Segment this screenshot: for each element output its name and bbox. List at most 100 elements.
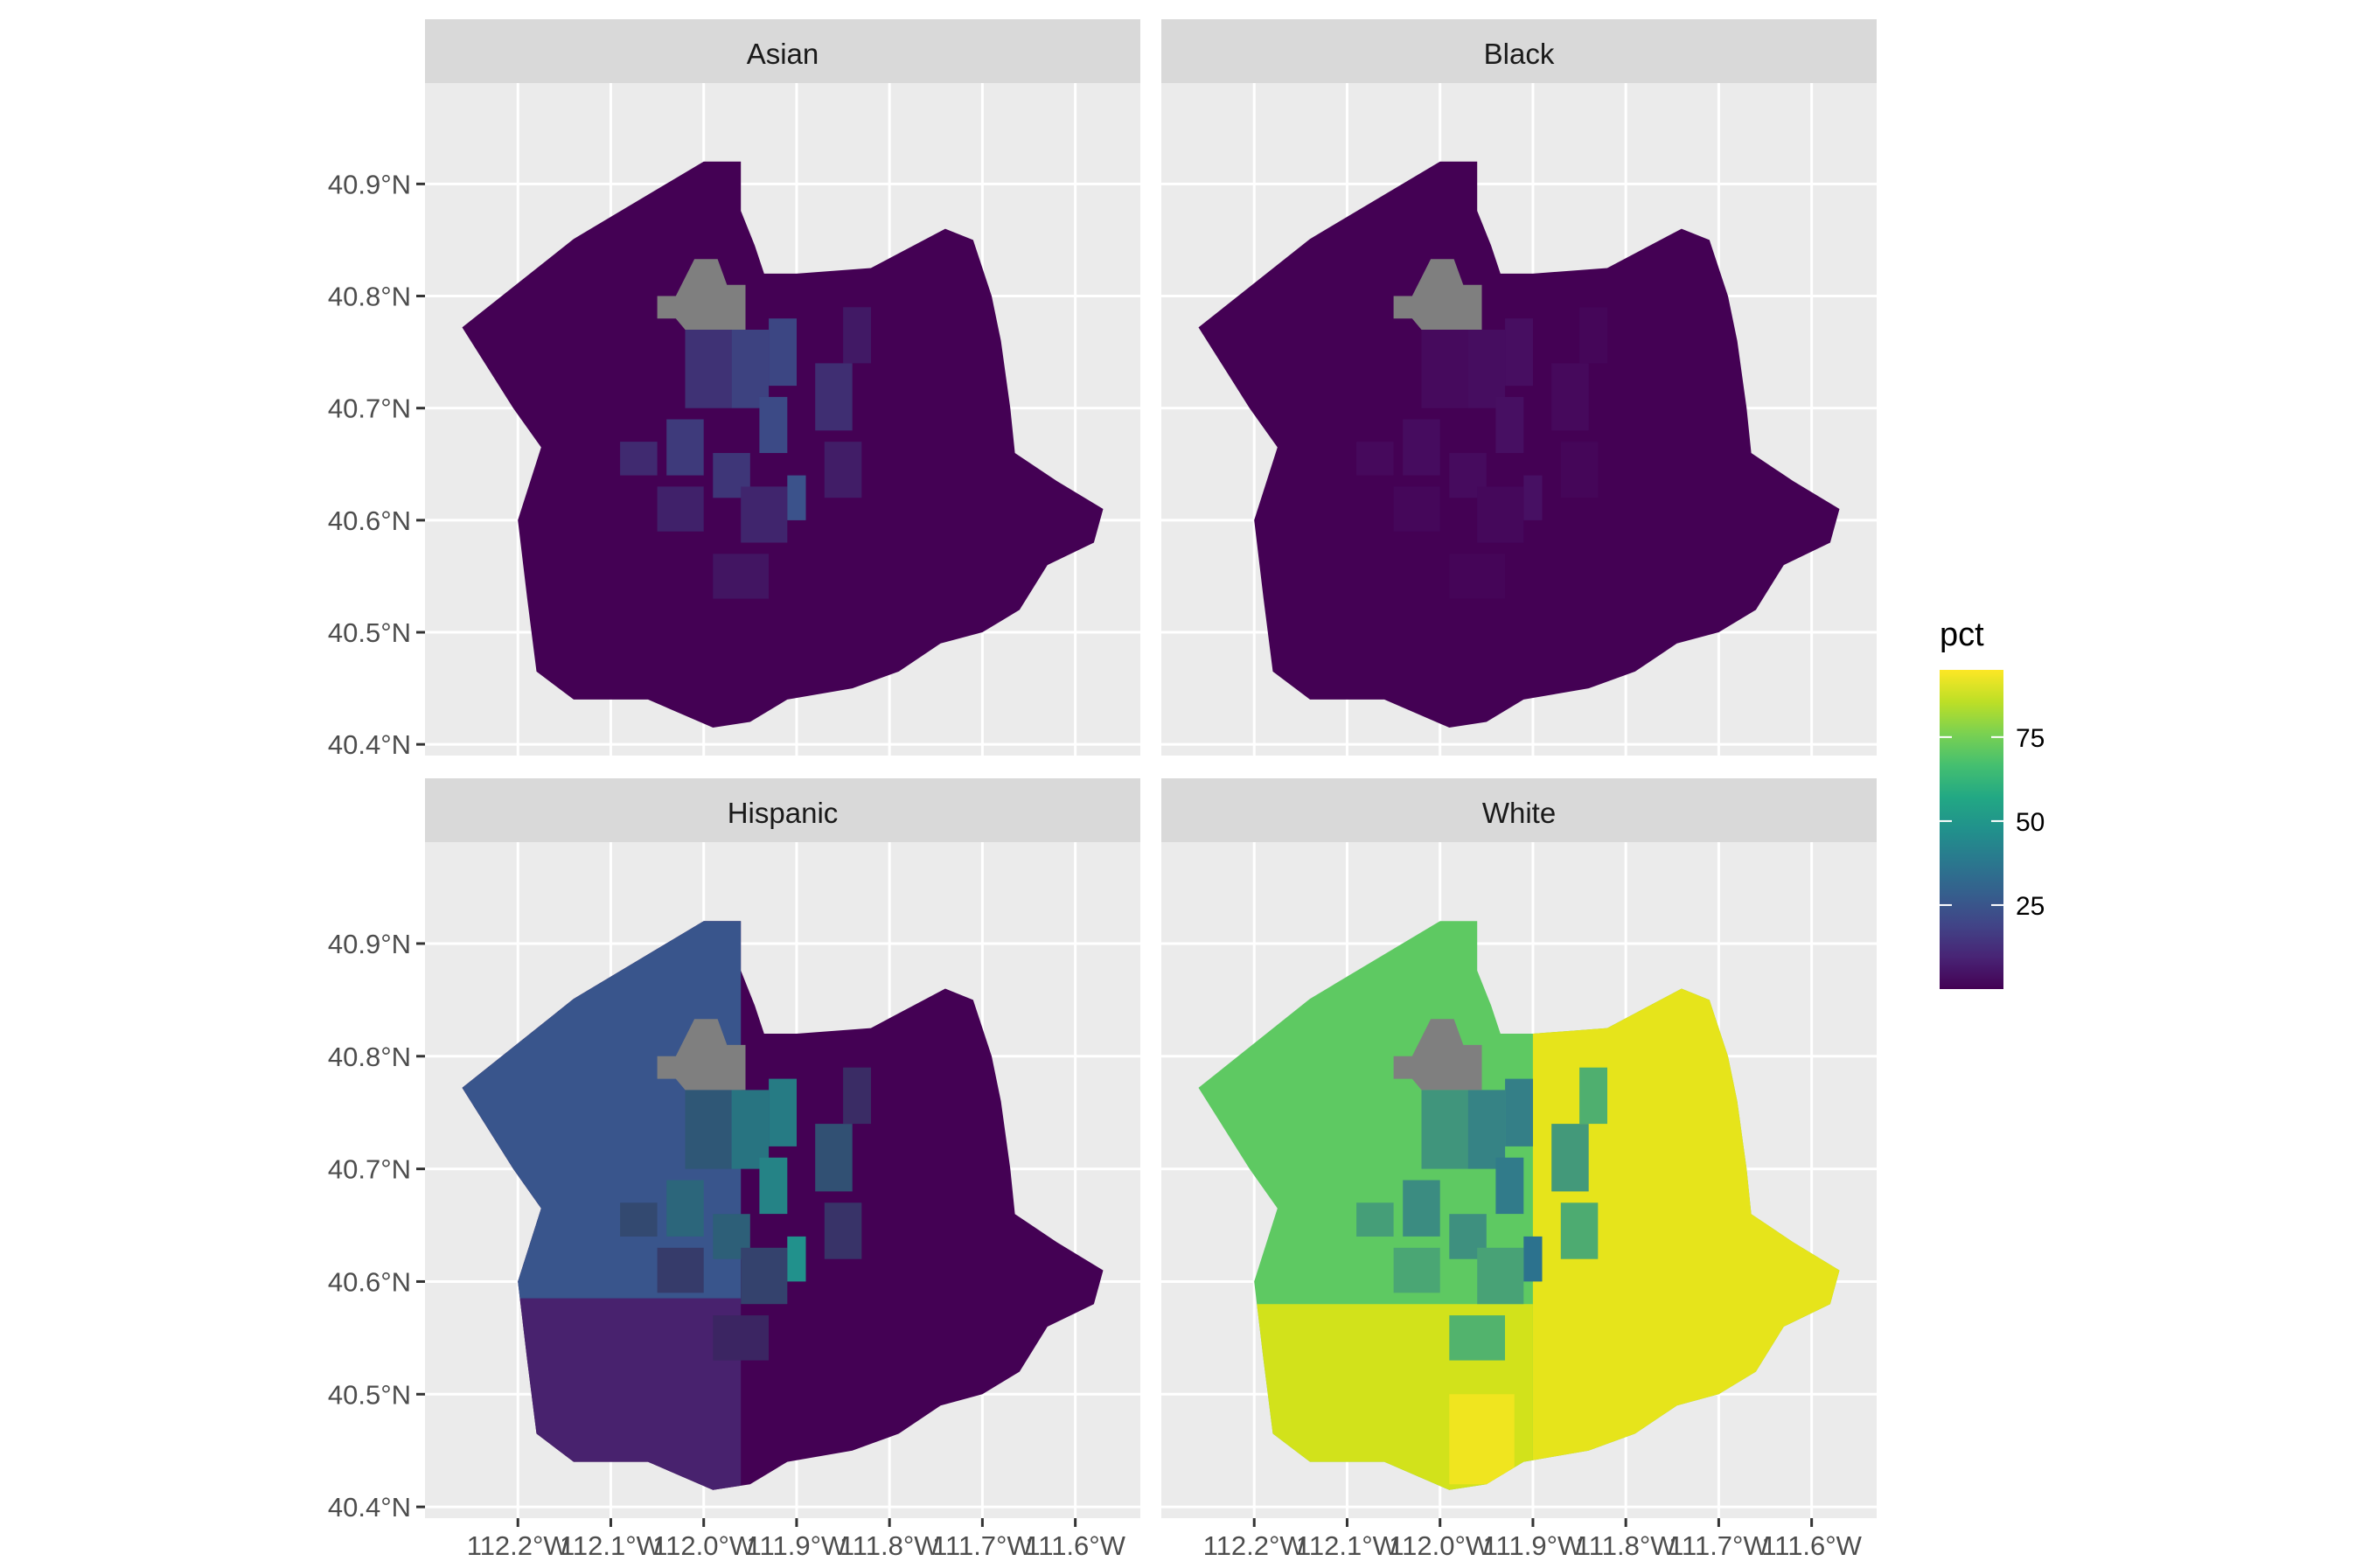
tract-block bbox=[1560, 442, 1599, 498]
tract-block bbox=[1356, 442, 1394, 476]
x-axis-right-column: 112.2°W112.1°W112.0°W111.9°W111.8°W111.7… bbox=[1203, 1518, 1863, 1561]
tract-block bbox=[1393, 1247, 1440, 1293]
tract-block bbox=[1495, 1157, 1524, 1215]
y-tick-label: 40.4°N bbox=[328, 1492, 411, 1523]
tract-block bbox=[815, 363, 853, 431]
tract-block bbox=[1477, 1247, 1524, 1305]
tract-block bbox=[620, 442, 658, 476]
legend-tick-label: 50 bbox=[2016, 808, 2045, 837]
x-tick-label: 112.2°W bbox=[1203, 1530, 1306, 1561]
tract-block bbox=[1495, 396, 1524, 453]
tract-block bbox=[666, 1180, 704, 1237]
tract-block bbox=[1449, 1315, 1505, 1361]
x-tick-label: 112.0°W bbox=[652, 1530, 756, 1561]
x-tick-label: 112.0°W bbox=[1389, 1530, 1492, 1561]
tract-block bbox=[741, 1247, 788, 1305]
tract-block bbox=[1467, 330, 1506, 408]
no-data-region bbox=[657, 259, 746, 330]
tract-block bbox=[824, 442, 862, 498]
tract-block bbox=[759, 396, 788, 453]
y-axis-top-row: 40.4°N 40.5°N 40.6°N 40.7°N 40.8°N 40.9°N bbox=[328, 169, 425, 760]
tract-block bbox=[1579, 307, 1607, 364]
facet-panel-hispanic: Hispanic bbox=[425, 778, 1140, 1518]
x-tick-label: 111.6°W bbox=[1025, 1530, 1125, 1561]
x-tick-label: 112.1°W bbox=[1296, 1530, 1399, 1561]
y-tick-label: 40.5°N bbox=[328, 617, 411, 648]
x-tick-label: 111.9°W bbox=[747, 1530, 847, 1561]
tract-block bbox=[843, 307, 871, 364]
color-legend: pct 25 50 75 bbox=[1940, 617, 2045, 989]
tract-region bbox=[1449, 1394, 1515, 1485]
x-tick-label: 111.8°W bbox=[840, 1530, 940, 1561]
x-tick-label: 111.7°W bbox=[1669, 1530, 1769, 1561]
y-tick-label: 40.4°N bbox=[328, 729, 411, 760]
facet-panel-black: Black bbox=[1161, 19, 1877, 756]
x-tick-label: 111.8°W bbox=[1576, 1530, 1676, 1561]
tract-block bbox=[1421, 1090, 1468, 1169]
tract-block bbox=[759, 1157, 788, 1215]
tract-block bbox=[1505, 318, 1533, 387]
strip-background bbox=[1161, 778, 1877, 842]
tract-block bbox=[1467, 1090, 1506, 1169]
strip-background bbox=[1161, 19, 1877, 83]
strip-label-white: White bbox=[1482, 797, 1556, 829]
tract-block bbox=[769, 318, 797, 387]
tract-block bbox=[685, 1090, 732, 1169]
tract-block bbox=[731, 330, 770, 408]
x-tick-label: 111.7°W bbox=[932, 1530, 1033, 1561]
tract-block bbox=[1356, 1202, 1394, 1237]
tract-block bbox=[769, 1078, 797, 1146]
tract-group bbox=[1356, 307, 1607, 599]
tract-block bbox=[731, 1090, 770, 1169]
y-tick-label: 40.7°N bbox=[328, 394, 411, 424]
x-tick-label: 111.6°W bbox=[1761, 1530, 1862, 1561]
tract-block bbox=[713, 554, 769, 599]
tract-block bbox=[1579, 1067, 1607, 1125]
tract-block bbox=[657, 1247, 704, 1293]
y-axis-bottom-row: 40.4°N 40.5°N 40.6°N 40.7°N 40.8°N 40.9°N bbox=[328, 929, 425, 1523]
y-tick-label: 40.6°N bbox=[328, 505, 411, 536]
tract-block bbox=[824, 1202, 862, 1259]
y-tick-label: 40.7°N bbox=[328, 1154, 411, 1185]
tract-block bbox=[741, 486, 788, 543]
y-tick-label: 40.8°N bbox=[328, 282, 411, 312]
tract-block bbox=[1403, 419, 1440, 476]
x-tick-label: 112.2°W bbox=[467, 1530, 570, 1561]
tract-block bbox=[1421, 330, 1468, 408]
tract-block bbox=[1393, 486, 1440, 532]
tract-block bbox=[666, 419, 704, 476]
strip-label-asian: Asian bbox=[747, 38, 819, 70]
tract-block bbox=[1523, 1236, 1543, 1282]
map-black bbox=[1198, 161, 1840, 728]
strip-background bbox=[425, 778, 1140, 842]
strip-label-black: Black bbox=[1484, 38, 1555, 70]
legend-title: pct bbox=[1940, 617, 1984, 653]
tract-block bbox=[1551, 363, 1589, 431]
facet-panel-white: White bbox=[1161, 778, 1877, 1518]
tract-block bbox=[620, 1202, 658, 1237]
tract-block bbox=[1403, 1180, 1440, 1237]
tract-block bbox=[685, 330, 732, 408]
tract-block bbox=[1449, 554, 1505, 599]
tract-block bbox=[1560, 1202, 1599, 1259]
facet-panel-asian: Asian bbox=[425, 19, 1140, 756]
legend-colorbar bbox=[1940, 670, 2003, 989]
y-tick-label: 40.8°N bbox=[328, 1042, 411, 1072]
legend-tick-label: 75 bbox=[2016, 724, 2045, 753]
tract-block bbox=[1477, 486, 1524, 543]
tract-block bbox=[787, 475, 806, 520]
strip-background bbox=[425, 19, 1140, 83]
tract-block bbox=[1505, 1078, 1533, 1146]
x-tick-label: 111.9°W bbox=[1483, 1530, 1584, 1561]
tract-block bbox=[787, 1236, 806, 1282]
no-data-region bbox=[1393, 1019, 1482, 1091]
x-axis-left-column: 112.2°W112.1°W112.0°W111.9°W111.8°W111.7… bbox=[467, 1518, 1126, 1561]
tract-block bbox=[815, 1124, 853, 1192]
no-data-region bbox=[657, 1019, 746, 1091]
legend-tick-label: 25 bbox=[2016, 892, 2045, 921]
legend-ticks: 25 50 75 bbox=[1940, 724, 2045, 921]
strip-label-hispanic: Hispanic bbox=[728, 797, 839, 829]
tract-block bbox=[1551, 1124, 1589, 1192]
tract-block bbox=[657, 486, 704, 532]
